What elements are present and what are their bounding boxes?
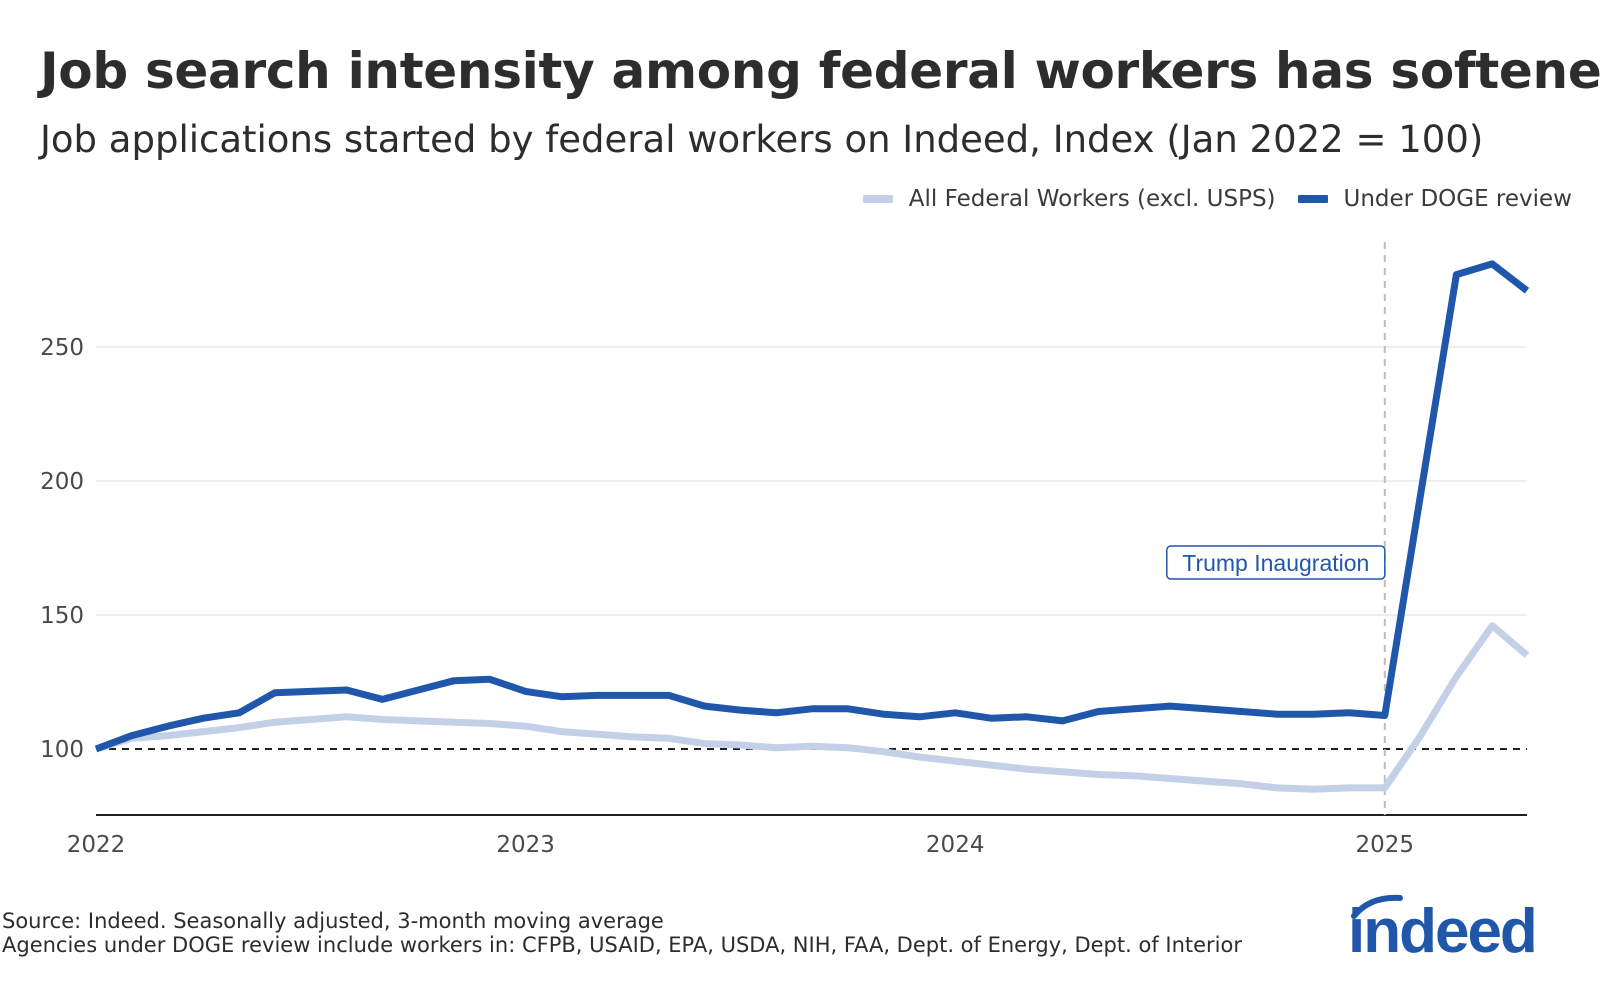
logo-arc [1351, 894, 1403, 919]
y-tick-label-200: 200 [40, 469, 84, 495]
annotation-label: Trump Inaugration [1182, 550, 1369, 576]
series-line-doge [94, 260, 1530, 753]
chart-subtitle: Job applications started by federal work… [40, 118, 1484, 161]
legend-swatch-all-federal [862, 195, 893, 203]
y-tick-label-100: 100 [40, 737, 84, 763]
logo-text: indeed [1348, 897, 1536, 962]
legend-item-all-federal: All Federal Workers (excl. USPS) [862, 186, 1276, 212]
legend: All Federal Workers (excl. USPS) Under D… [841, 186, 1572, 212]
source-note: Source: Indeed. Seasonally adjusted, 3-m… [2, 909, 664, 933]
x-tick-label-2024: 2024 [926, 832, 985, 858]
agencies-note: Agencies under DOGE review include worke… [2, 933, 1242, 957]
x-tick-label-2022: 2022 [67, 832, 126, 858]
legend-label-doge: Under DOGE review [1343, 186, 1572, 212]
x-tick-label-2023: 2023 [496, 832, 555, 858]
indeed-logo: indeed [1348, 894, 1538, 962]
y-tick-label-150: 150 [40, 603, 84, 629]
legend-label-all-federal: All Federal Workers (excl. USPS) [908, 186, 1276, 212]
y-tick-label-250: 250 [40, 335, 84, 361]
legend-item-doge: Under DOGE review [1297, 186, 1572, 212]
x-tick-label-2025: 2025 [1356, 832, 1415, 858]
annotation-box [1166, 545, 1386, 580]
legend-swatch-doge [1297, 195, 1328, 203]
chart-title: Job search intensity among federal worke… [40, 42, 1600, 100]
series-line-all-federal [94, 622, 1530, 793]
